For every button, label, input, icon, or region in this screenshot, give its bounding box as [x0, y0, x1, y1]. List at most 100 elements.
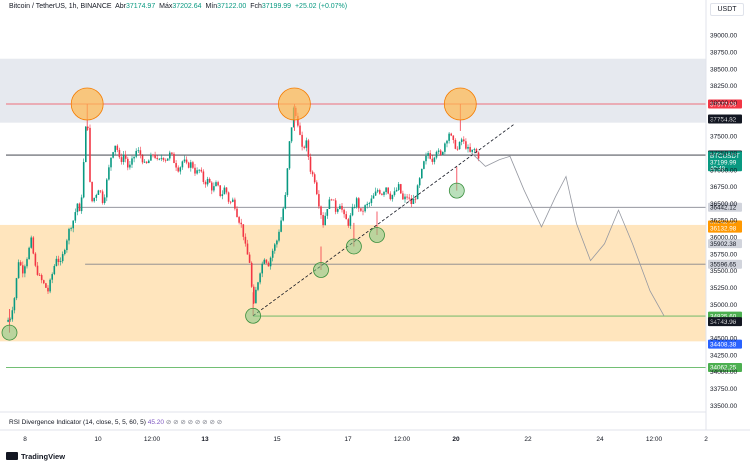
- candle-body: [374, 191, 377, 196]
- x-tick-label: 12:00: [394, 436, 411, 443]
- price-label-value: 37199.99: [710, 159, 737, 166]
- candle-body: [221, 194, 224, 196]
- candle-body: [345, 214, 347, 220]
- x-tick-label: 12:00: [144, 436, 161, 443]
- currency-button[interactable]: USDT: [710, 3, 744, 16]
- candle-body: [166, 158, 169, 161]
- x-tick-label: 15: [273, 436, 281, 443]
- candle-body: [309, 156, 312, 172]
- candle-body: [30, 237, 32, 248]
- candle-body: [437, 150, 440, 152]
- price-label: 37754.82: [710, 116, 737, 123]
- candle-body: [43, 280, 45, 284]
- candle-body: [267, 262, 270, 267]
- candle-body: [318, 194, 320, 207]
- candle-body: [467, 146, 469, 149]
- candle-body: [271, 250, 274, 258]
- candle-body: [305, 140, 308, 148]
- candle-body: [253, 286, 255, 304]
- candle-body: [234, 199, 236, 209]
- candle-body: [213, 186, 215, 191]
- y-tick-label: 37250.00: [710, 150, 737, 157]
- candle-body: [190, 162, 192, 168]
- candle-body: [61, 254, 64, 262]
- candle-body: [299, 125, 301, 135]
- price-label-tag: [708, 223, 742, 233]
- candle-body: [15, 278, 18, 299]
- low-label: Mín: [205, 3, 218, 10]
- circle-icon: ⊘: [194, 419, 201, 426]
- candle-body: [51, 274, 53, 280]
- candle-body: [376, 190, 379, 192]
- close-value: 37199.99: [261, 3, 292, 10]
- candle-body: [460, 139, 463, 142]
- change-value: +25.02 (+0.07%): [294, 3, 348, 10]
- candle-body: [139, 150, 142, 156]
- x-axis[interactable]: 8 10 12:00 13 15 17 12:00 20 22 24 12:00 2: [23, 436, 708, 443]
- price-label-tag: [708, 151, 742, 172]
- candle-body: [80, 197, 83, 212]
- candle-body: [387, 187, 389, 194]
- y-tick-label: 37750.00: [710, 117, 737, 124]
- candle-body: [400, 184, 402, 194]
- candle-body: [154, 154, 156, 158]
- symbol-name: Bitcoin / TetherUS, 1h, BINANCE: [9, 3, 112, 10]
- projection-path: [471, 152, 665, 316]
- candle-body: [70, 228, 72, 230]
- y-tick-label: 35000.00: [710, 302, 737, 309]
- candle-body: [435, 151, 438, 158]
- candle-body: [334, 200, 337, 212]
- low-marker: [448, 182, 465, 199]
- candle-body: [28, 247, 30, 260]
- candle-body: [414, 198, 417, 200]
- candle-body: [122, 154, 125, 162]
- candle-body: [200, 169, 203, 172]
- candle-body: [129, 164, 131, 168]
- candle-body: [55, 258, 58, 266]
- candle-body: [326, 208, 329, 216]
- rsi-indicator[interactable]: RSI Divergence Indicator (14, close, 5, …: [9, 418, 222, 426]
- candle-body: [463, 139, 465, 142]
- candle-body: [360, 208, 362, 211]
- candle-body: [303, 146, 305, 148]
- candle-body: [131, 158, 133, 165]
- y-tick-label: 37500.00: [710, 134, 737, 141]
- candle-body: [120, 157, 123, 162]
- price-label-tag: [708, 339, 742, 349]
- candle-body: [280, 220, 282, 232]
- candle-body: [301, 134, 303, 147]
- brand-name: TradingView: [21, 452, 66, 461]
- low-marker: [1, 324, 18, 341]
- tradingview-logo[interactable]: TradingView: [6, 452, 65, 461]
- candle-body: [269, 257, 272, 267]
- candle-body: [59, 261, 62, 262]
- candle-body: [307, 140, 310, 157]
- x-tick-label: 8: [23, 436, 27, 443]
- price-label: 35596.65: [710, 261, 737, 268]
- candle-body: [290, 127, 293, 142]
- price-label: 34825.60: [710, 313, 737, 320]
- candle-body: [185, 159, 188, 163]
- price-label: BTCUSDT: [710, 153, 740, 160]
- y-tick-label: 34750.00: [710, 319, 737, 326]
- candle-body: [175, 163, 177, 168]
- circle-icon: ⊘: [187, 419, 194, 426]
- candle-body: [148, 160, 150, 164]
- candle-body: [194, 167, 196, 174]
- circle-icon: ⊘: [216, 419, 223, 426]
- price-levels: 37977.0937754.8237218.73BTCUSDT37199.994…: [6, 99, 742, 372]
- y-tick-label: 36500.00: [710, 201, 737, 208]
- y-tick-label: 38250.00: [710, 83, 737, 90]
- x-tick-label: 20: [452, 436, 460, 443]
- candle-body: [110, 157, 112, 168]
- candle-body: [278, 231, 280, 241]
- candle-body: [36, 265, 39, 275]
- y-tick-label: 38000.00: [710, 100, 737, 107]
- candle-body: [265, 259, 268, 263]
- price-label: 34062.25: [710, 365, 737, 372]
- y-axis[interactable]: 39000.00 38750.00 38500.00 38250.00 38000.00…: [710, 33, 737, 410]
- circle-icon: ⊘: [180, 419, 186, 426]
- candle-body: [383, 191, 385, 195]
- candle-body: [330, 199, 333, 201]
